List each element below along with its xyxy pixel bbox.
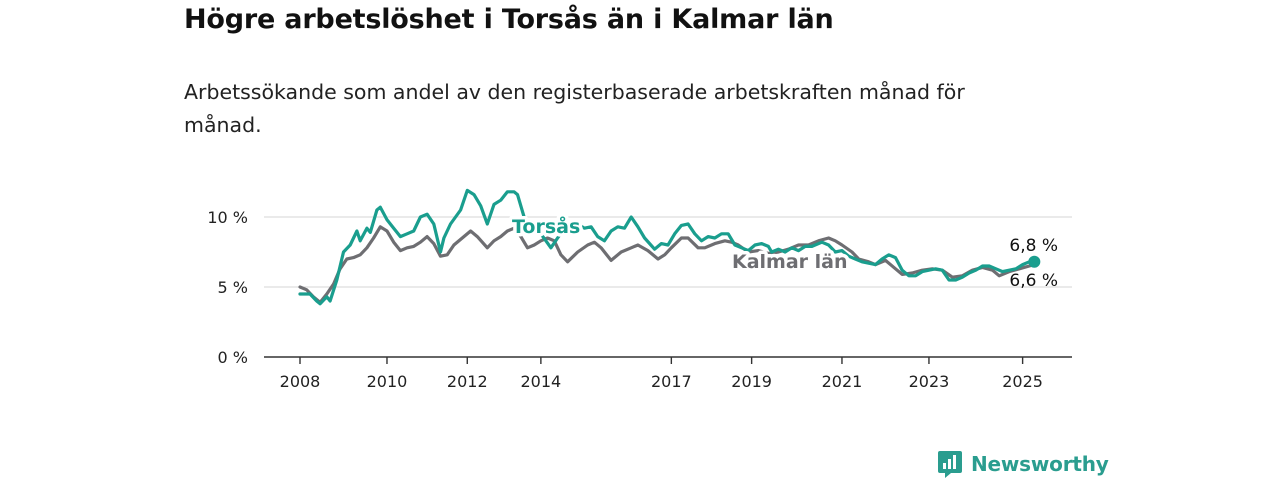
- series-label-kalmar-halo: Kalmar län: [732, 251, 848, 273]
- series-lines: [298, 188, 1041, 306]
- x-tick-label: 2014: [521, 372, 562, 391]
- x-tick-label: 2010: [367, 372, 408, 391]
- series-line-kalmar: [298, 225, 1036, 304]
- series-label-torsas: Torsås: [512, 214, 580, 238]
- kalmar-end-label: 6,6 %: [1009, 271, 1058, 291]
- x-tick-label: 2021: [822, 372, 863, 391]
- chart-title: Högre arbetslöshet i Torsås än i Kalmar …: [184, 4, 834, 35]
- y-axis-ticks: 0 % 5 % 10 %: [207, 208, 248, 367]
- y-tick-label: 10 %: [207, 208, 248, 227]
- x-tick-label: 2008: [280, 372, 321, 391]
- x-axis-ticks: 2008 2010 2012 2014 2017 2019 2021 2023 2025: [280, 357, 1043, 391]
- newsworthy-logo-icon: [938, 451, 962, 478]
- series-label-torsas-halo: Torsås: [512, 214, 580, 238]
- x-tick-label: 2012: [447, 372, 488, 391]
- y-tick-label: 0 %: [218, 348, 248, 367]
- brand-name: Newsworthy: [971, 452, 1109, 476]
- torsas-end-label: 6,8 %: [1009, 236, 1058, 256]
- x-tick-label: 2025: [1002, 372, 1043, 391]
- x-tick-label: 2023: [909, 372, 950, 391]
- torsas-end-marker: [1028, 255, 1041, 268]
- brand-logo: Newsworthy: [937, 449, 1109, 479]
- x-tick-label: 2019: [731, 372, 772, 391]
- chart-subtitle: Arbetssökande som andel av den registerb…: [184, 80, 965, 137]
- gridlines: [264, 216, 1072, 358]
- series-line-torsas: [298, 188, 1036, 306]
- series-label-kalmar: Kalmar län: [732, 251, 848, 273]
- x-tick-label: 2017: [651, 372, 692, 391]
- y-tick-label: 5 %: [218, 278, 248, 297]
